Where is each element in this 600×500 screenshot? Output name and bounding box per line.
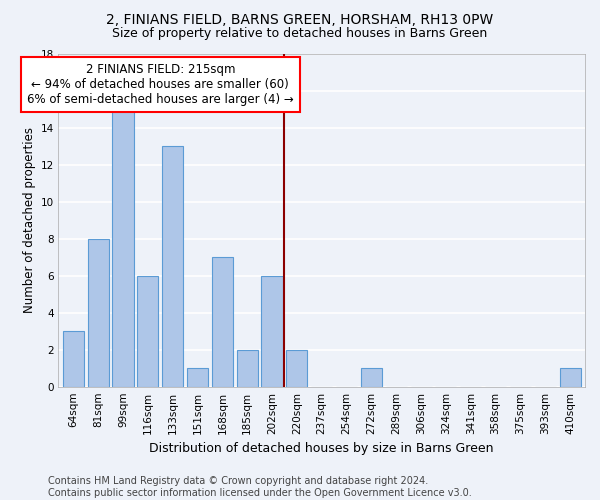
X-axis label: Distribution of detached houses by size in Barns Green: Distribution of detached houses by size …	[149, 442, 494, 455]
Text: Size of property relative to detached houses in Barns Green: Size of property relative to detached ho…	[112, 28, 488, 40]
Bar	[187, 368, 208, 386]
Text: Contains HM Land Registry data © Crown copyright and database right 2024.
Contai: Contains HM Land Registry data © Crown c…	[48, 476, 472, 498]
Bar	[286, 350, 307, 387]
Bar	[361, 368, 382, 386]
Bar	[88, 239, 109, 386]
Bar	[112, 110, 134, 386]
Bar	[63, 331, 84, 386]
Bar	[262, 276, 283, 386]
Bar	[137, 276, 158, 386]
Bar	[236, 350, 258, 387]
Text: 2 FINIANS FIELD: 215sqm
← 94% of detached houses are smaller (60)
6% of semi-det: 2 FINIANS FIELD: 215sqm ← 94% of detache…	[27, 63, 293, 106]
Y-axis label: Number of detached properties: Number of detached properties	[23, 128, 36, 314]
Text: 2, FINIANS FIELD, BARNS GREEN, HORSHAM, RH13 0PW: 2, FINIANS FIELD, BARNS GREEN, HORSHAM, …	[106, 12, 494, 26]
Bar	[560, 368, 581, 386]
Bar	[212, 258, 233, 386]
Bar	[162, 146, 183, 386]
